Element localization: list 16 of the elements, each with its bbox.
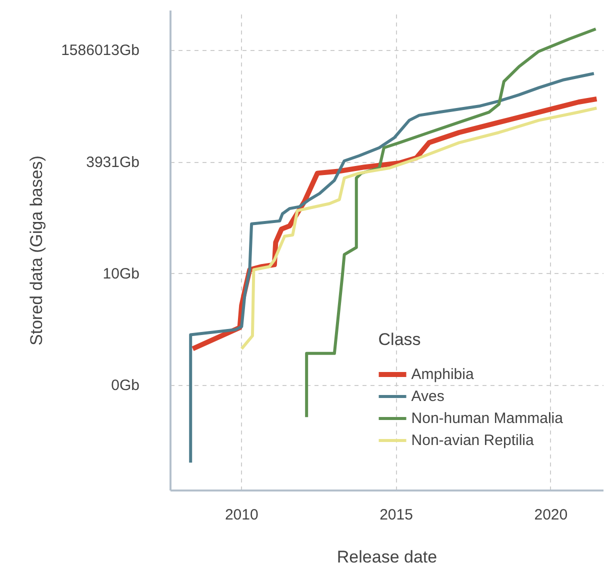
legend-label: Non-avian Reptilia — [411, 432, 534, 448]
x-axis-title: Release date — [336, 548, 438, 566]
y-tick-label: 1586013Gb — [61, 42, 140, 59]
y-tick-label: 0Gb — [111, 377, 140, 394]
legend-label: Amphibia — [411, 366, 474, 382]
x-tick-label: 2010 — [224, 506, 258, 524]
x-tick-label: 2015 — [380, 506, 413, 524]
y-axis-title: Stored data (Giga bases) — [27, 156, 46, 346]
line-series — [189, 72, 596, 464]
x-tick-label: 2020 — [534, 506, 568, 524]
y-tick-label: 3931Gb — [86, 154, 140, 171]
line-series — [240, 106, 598, 350]
legend-title: Class — [378, 330, 422, 350]
legend-label: Non-human Mammalia — [411, 410, 563, 426]
legend-label: Aves — [411, 388, 444, 404]
y-tick-label: 10Gb — [102, 265, 140, 282]
